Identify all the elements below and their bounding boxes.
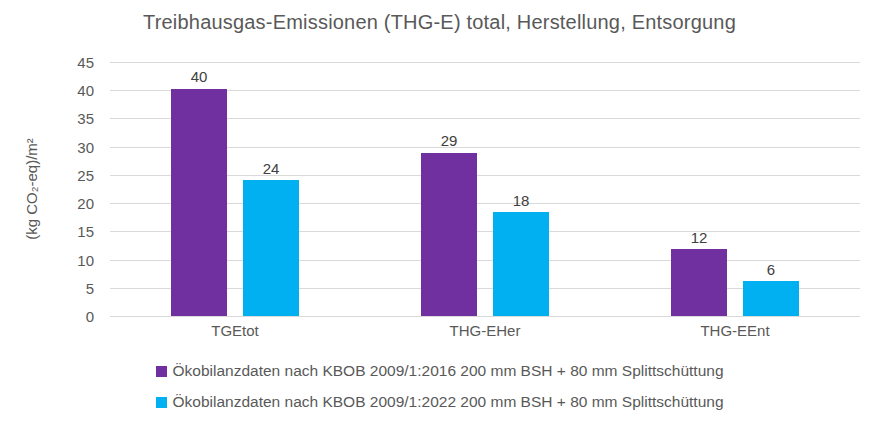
- plot-area: 40 24 29 18 12 6: [110, 62, 860, 316]
- x-category-label: TGEtot: [110, 322, 360, 339]
- x-axis-category-labels: TGEtotTHG-EHerTHG-EEnt: [110, 322, 860, 339]
- bar: [421, 153, 477, 316]
- bar: [171, 89, 227, 317]
- data-label: 18: [513, 193, 530, 210]
- bar-with-label: 40: [171, 62, 227, 316]
- y-tick-label: 20: [77, 195, 94, 212]
- x-category-label: THG-EEnt: [610, 322, 860, 339]
- y-tick-label: 10: [77, 251, 94, 268]
- y-tick-label: 0: [86, 308, 94, 325]
- category-group: 40 24: [110, 62, 360, 316]
- bar-groups: 40 24 29 18 12 6: [110, 62, 860, 316]
- bar: [743, 281, 799, 316]
- bar-with-label: 18: [493, 62, 549, 316]
- y-tick-label: 35: [77, 110, 94, 127]
- legend-entry: Ökobilanzdaten nach KBOB 2009/1:2022 200…: [156, 393, 724, 411]
- data-label: 12: [691, 230, 708, 247]
- y-axis-tick-labels: 051015202530354045: [0, 62, 102, 316]
- bar: [493, 212, 549, 316]
- x-category-label: THG-EHer: [360, 322, 610, 339]
- data-label: 6: [767, 262, 775, 279]
- y-tick-label: 40: [77, 82, 94, 99]
- bar-with-label: 29: [421, 62, 477, 316]
- bar-with-label: 24: [243, 62, 299, 316]
- y-tick-label: 5: [86, 279, 94, 296]
- legend-label: Ökobilanzdaten nach KBOB 2009/1:2022 200…: [173, 393, 724, 411]
- legend: Ökobilanzdaten nach KBOB 2009/1:2016 200…: [0, 362, 879, 411]
- category-group: 12 6: [610, 62, 860, 316]
- bar: [243, 180, 299, 316]
- y-tick-label: 30: [77, 138, 94, 155]
- legend-label: Ökobilanzdaten nach KBOB 2009/1:2016 200…: [173, 362, 724, 380]
- data-label: 24: [263, 161, 280, 178]
- y-tick-label: 25: [77, 166, 94, 183]
- y-tick-label: 45: [77, 54, 94, 71]
- legend-color-swatch: [156, 366, 167, 377]
- data-label: 40: [191, 69, 208, 86]
- legend-color-swatch: [156, 397, 167, 408]
- bar-chart-figure: Treibhausgas-Emissionen (THG-E) total, H…: [0, 0, 879, 432]
- bar-with-label: 6: [743, 62, 799, 316]
- bar-with-label: 12: [671, 62, 727, 316]
- bar: [671, 249, 727, 316]
- legend-entry: Ökobilanzdaten nach KBOB 2009/1:2016 200…: [156, 362, 724, 380]
- chart-title: Treibhausgas-Emissionen (THG-E) total, H…: [0, 11, 879, 34]
- category-group: 29 18: [360, 62, 610, 316]
- y-tick-label: 15: [77, 223, 94, 240]
- data-label: 29: [441, 133, 458, 150]
- gridline: [110, 316, 860, 317]
